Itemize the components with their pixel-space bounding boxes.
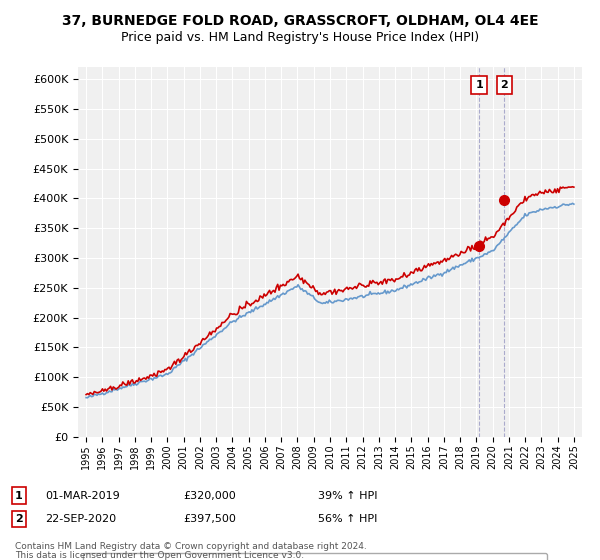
Text: 37, BURNEDGE FOLD ROAD, GRASSCROFT, OLDHAM, OL4 4EE: 37, BURNEDGE FOLD ROAD, GRASSCROFT, OLDH…: [62, 14, 538, 28]
Text: 2: 2: [500, 80, 508, 90]
Text: £397,500: £397,500: [183, 514, 236, 524]
Text: 01-MAR-2019: 01-MAR-2019: [45, 491, 120, 501]
Text: This data is licensed under the Open Government Licence v3.0.: This data is licensed under the Open Gov…: [15, 551, 304, 560]
Text: 1: 1: [475, 80, 483, 90]
Text: Contains HM Land Registry data © Crown copyright and database right 2024.: Contains HM Land Registry data © Crown c…: [15, 542, 367, 550]
Text: 1: 1: [15, 491, 23, 501]
Text: 22-SEP-2020: 22-SEP-2020: [45, 514, 116, 524]
Text: £320,000: £320,000: [183, 491, 236, 501]
Text: 39% ↑ HPI: 39% ↑ HPI: [318, 491, 377, 501]
Text: 2: 2: [15, 514, 23, 524]
Text: 56% ↑ HPI: 56% ↑ HPI: [318, 514, 377, 524]
Text: Price paid vs. HM Land Registry's House Price Index (HPI): Price paid vs. HM Land Registry's House …: [121, 31, 479, 44]
Legend: 37, BURNEDGE FOLD ROAD, GRASSCROFT, OLDHAM, OL4 4EE (detached house), HPI: Avera: 37, BURNEDGE FOLD ROAD, GRASSCROFT, OLDH…: [83, 553, 547, 560]
